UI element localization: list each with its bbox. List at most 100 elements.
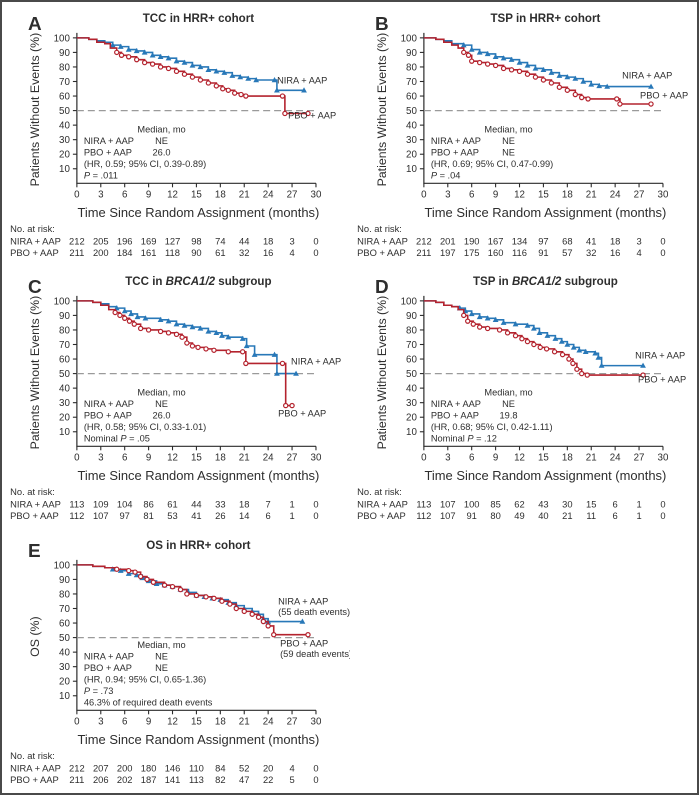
censor-marker-circle xyxy=(617,101,623,107)
risk-value: 14 xyxy=(239,511,249,521)
censor-marker-triangle xyxy=(225,334,232,340)
annotation-p-value: = .04 xyxy=(437,170,460,180)
annotation-p-line: P = .73 xyxy=(84,686,114,696)
risk-value: 113 xyxy=(416,500,431,510)
censor-marker-triangle xyxy=(157,316,164,322)
risk-value: 5 xyxy=(289,775,294,785)
censor-marker-circle xyxy=(239,349,246,355)
risk-value: 44 xyxy=(239,237,249,247)
risk-value: 160 xyxy=(488,248,504,258)
risk-value: 201 xyxy=(440,237,456,247)
censor-marker-circle xyxy=(484,325,491,332)
censor-marker-circle xyxy=(289,402,295,409)
y-tick-label: 80 xyxy=(406,325,417,336)
annotation-row-label: PBO + AAP xyxy=(431,410,479,420)
censor-marker-circle xyxy=(524,71,531,77)
censor-marker-circle xyxy=(243,360,249,367)
censor-marker-triangle xyxy=(524,322,531,328)
censor-marker-circle xyxy=(279,93,286,99)
x-tick-label: 6 xyxy=(469,452,474,463)
x-tick-label: 30 xyxy=(658,452,669,463)
curve-end-label: PBO + AAP xyxy=(288,111,336,121)
risk-value: 141 xyxy=(165,775,181,785)
censor-marker-triangle xyxy=(476,49,483,55)
y-tick-label: 70 xyxy=(59,340,70,351)
censor-marker-circle xyxy=(551,349,558,355)
censor-marker-circle xyxy=(559,351,566,358)
y-tick-label: 20 xyxy=(59,677,70,688)
risk-value: 109 xyxy=(93,500,109,510)
censor-marker-circle xyxy=(504,330,511,336)
risk-row-label: PBO + AAP xyxy=(357,248,406,258)
y-tick-label: 100 xyxy=(54,560,71,571)
censor-marker-circle xyxy=(640,372,646,378)
chart-title-part: TSP in xyxy=(473,276,512,288)
x-tick-label: 9 xyxy=(146,716,151,727)
curve-end-label: (55 death events) xyxy=(278,607,350,617)
y-tick-label: 40 xyxy=(406,384,417,395)
y-tick-label: 70 xyxy=(406,77,417,88)
risk-value: 107 xyxy=(440,500,456,510)
y-tick-label: 50 xyxy=(59,106,70,117)
censor-marker-triangle xyxy=(460,42,467,48)
censor-marker-triangle xyxy=(468,310,475,317)
risk-value: 20 xyxy=(263,764,273,774)
censor-marker-circle xyxy=(260,618,267,625)
y-tick-label: 50 xyxy=(406,106,417,117)
censor-marker-triangle xyxy=(149,52,156,58)
x-tick-label: 9 xyxy=(146,189,151,200)
risk-value: 113 xyxy=(69,500,84,510)
annotation-row-label: NIRA + AAP xyxy=(431,136,481,146)
censor-marker-triangle xyxy=(271,351,278,357)
censor-marker-circle xyxy=(203,346,209,352)
censor-marker-circle xyxy=(282,402,289,409)
censor-marker-triangle xyxy=(189,62,196,68)
risk-table-header: No. at risk: xyxy=(357,224,402,234)
risk-value: 113 xyxy=(189,775,204,785)
risk-value: 187 xyxy=(141,775,157,785)
x-tick-label: 12 xyxy=(514,189,525,200)
curve-end-label: PBO + AAP xyxy=(640,91,688,101)
annotation-p-prefix: Nominal xyxy=(431,433,468,443)
censor-marker-circle xyxy=(114,49,120,56)
x-tick-label: 0 xyxy=(421,452,427,463)
risk-row-label: PBO + AAP xyxy=(10,511,59,521)
x-axis-label: Time Since Random Assignment (months) xyxy=(77,732,319,747)
censor-marker-circle xyxy=(461,49,467,56)
curve-end-label: NIRA + AAP xyxy=(291,357,341,367)
x-tick-label: 18 xyxy=(215,189,226,200)
panel-E: E OS in HRR+ cohort OS (%) 10 20 30 40 50 60 70 80… xyxy=(2,529,350,793)
x-tick-label: 0 xyxy=(421,189,427,200)
x-tick-label: 9 xyxy=(493,452,498,463)
censor-marker-circle xyxy=(205,80,212,86)
risk-value: 1 xyxy=(636,500,641,510)
risk-value: 68 xyxy=(562,237,572,247)
censor-marker-triangle xyxy=(532,65,539,71)
risk-value: 41 xyxy=(586,237,596,247)
censor-marker-triangle xyxy=(516,59,523,65)
risk-value: 16 xyxy=(263,248,273,258)
risk-row-label: NIRA + AAP xyxy=(357,237,408,247)
censor-marker-circle xyxy=(117,312,123,319)
km-curve-nira-aap xyxy=(423,300,644,367)
risk-value: 161 xyxy=(141,248,157,258)
censor-marker-circle xyxy=(137,325,144,332)
annotation-median-header: Median, mo xyxy=(484,388,532,398)
censor-marker-circle xyxy=(519,336,525,342)
risk-value: 0 xyxy=(660,248,665,258)
risk-row-label: NIRA + AAP xyxy=(10,237,61,247)
y-axis-label: Patients Without Events (%) xyxy=(28,296,42,450)
y-tick-label: 90 xyxy=(59,311,70,322)
censor-marker-circle xyxy=(279,360,286,367)
y-tick-label: 20 xyxy=(406,150,417,161)
chart-title-part: TCC in xyxy=(125,276,165,288)
censor-marker-circle xyxy=(243,93,249,99)
risk-value: 21 xyxy=(562,511,572,521)
censor-marker-circle xyxy=(213,83,220,89)
risk-value: 190 xyxy=(464,237,480,247)
risk-value: 97 xyxy=(538,237,548,247)
censor-marker-circle xyxy=(271,632,277,638)
censor-marker-triangle xyxy=(134,313,141,320)
annotation-p-symbol: P xyxy=(84,170,91,180)
censor-marker-triangle xyxy=(157,53,164,59)
